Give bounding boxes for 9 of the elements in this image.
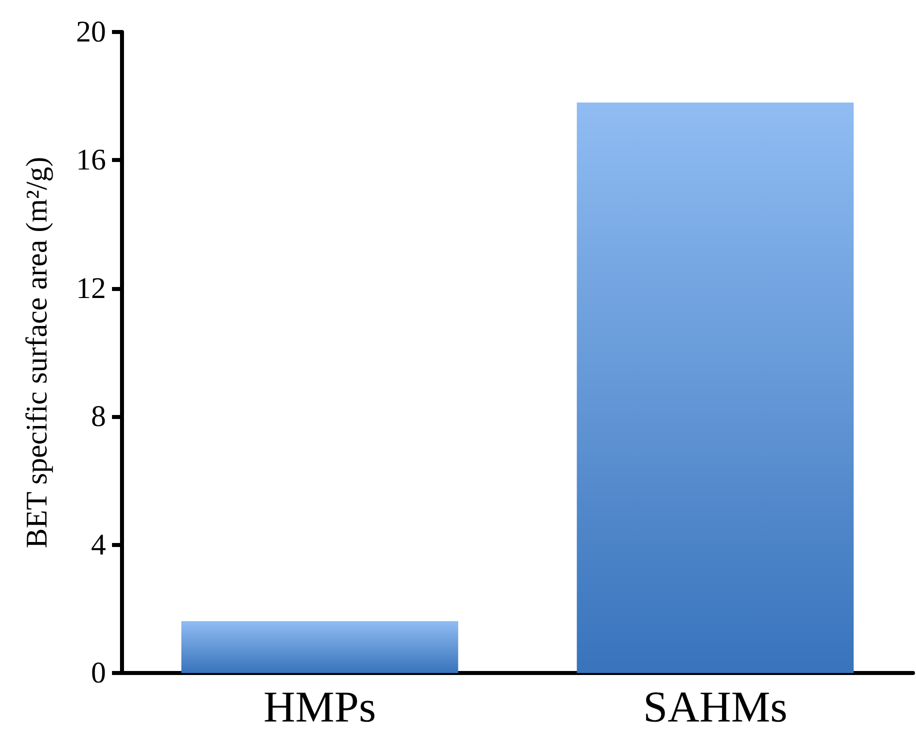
y-tick-label: 12 bbox=[76, 272, 106, 305]
y-tick-label: 4 bbox=[91, 528, 106, 562]
x-tick-label: HMPs bbox=[264, 682, 376, 732]
y-tick-label: 16 bbox=[76, 144, 106, 177]
y-tick-label: 8 bbox=[91, 400, 106, 434]
y-tick-label: 0 bbox=[91, 656, 106, 690]
y-axis-title: BET specific surface area (m²/g) bbox=[20, 156, 54, 548]
x-tick-label: SAHMs bbox=[643, 682, 788, 732]
y-tick-label: 20 bbox=[76, 16, 106, 48]
